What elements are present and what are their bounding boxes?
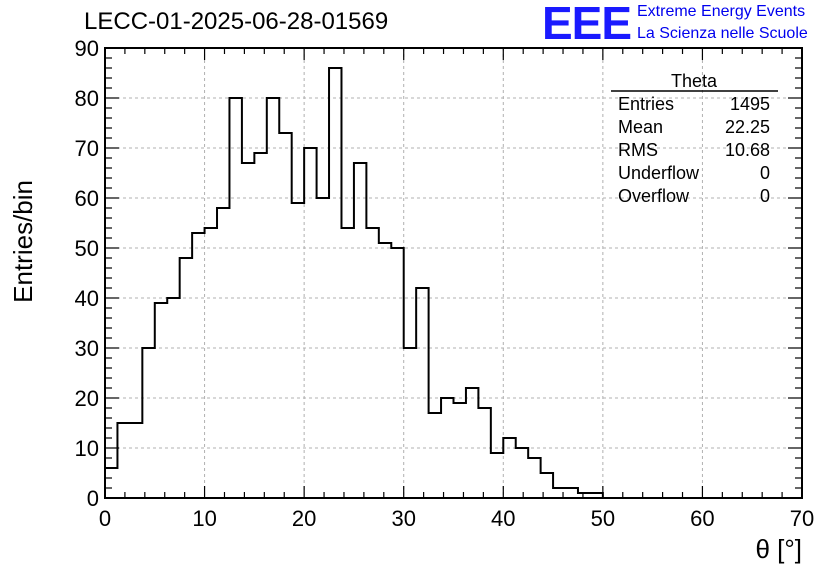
logo-subtitle-1: Extreme Energy Events (637, 3, 806, 20)
stats-value: 10.68 (725, 140, 770, 160)
x-tick-label: 20 (292, 506, 316, 531)
x-tick-label: 70 (790, 506, 814, 531)
y-tick-label: 60 (75, 186, 99, 211)
stats-label: Underflow (618, 163, 700, 183)
plot-frame (104, 47, 803, 499)
y-tick-label: 20 (75, 386, 99, 411)
x-tick-label: 50 (591, 506, 615, 531)
y-tick-label: 0 (87, 486, 99, 511)
y-tick-label: 30 (75, 336, 99, 361)
x-tick-label: 60 (690, 506, 714, 531)
stats-value: 0 (760, 163, 770, 183)
y-tick-label: 50 (75, 236, 99, 261)
grid-lines (105, 48, 802, 498)
x-tick-label: 30 (391, 506, 415, 531)
x-tick-label: 0 (99, 506, 111, 531)
y-tick-label: 80 (75, 86, 99, 111)
x-axis-title: θ [°] (755, 534, 802, 564)
stats-name: Theta (671, 71, 718, 91)
stats-label: Mean (618, 117, 663, 137)
chart-title: LECC-01-2025-06-28-01569 (84, 8, 389, 35)
stats-value: 0 (760, 186, 770, 206)
stats-box: Theta Entries 1495 Mean 22.25 RMS 10.68 Underf… (611, 71, 778, 206)
logo-subtitle-2: La Scienza nelle Scuole (637, 25, 808, 42)
axis-ticks (104, 47, 803, 499)
histogram-line (104, 67, 802, 499)
stats-value: 22.25 (725, 117, 770, 137)
y-tick-labels: 0 10 20 30 40 50 60 70 80 90 (75, 36, 99, 511)
y-tick-label: 90 (75, 36, 99, 61)
stats-label: Overflow (618, 186, 690, 206)
stats-value: 1495 (730, 94, 770, 114)
y-tick-label: 10 (75, 436, 99, 461)
y-tick-label: 70 (75, 136, 99, 161)
x-tick-label: 10 (192, 506, 216, 531)
y-tick-label: 40 (75, 286, 99, 311)
stats-label: RMS (618, 140, 658, 160)
x-tick-labels: 0 10 20 30 40 50 60 70 (99, 506, 814, 531)
y-axis-title: Entries/bin (8, 180, 38, 303)
eee-logo: EEE (542, 0, 632, 49)
stats-label: Entries (618, 94, 674, 114)
x-tick-label: 40 (491, 506, 515, 531)
